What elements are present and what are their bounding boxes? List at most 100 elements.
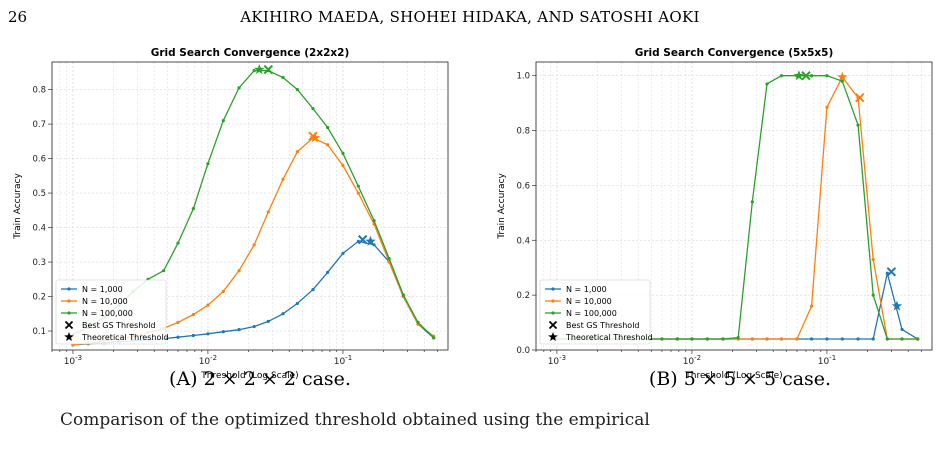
legend-star-symbol <box>64 332 74 341</box>
chart-title: Grid Search Convergence (2x2x2) <box>151 47 350 59</box>
caption-a: (A) 2 × 2 × 2 case. <box>60 368 460 390</box>
caption-b: (B) 5 × 5 × 5 case. <box>540 368 940 390</box>
y-tick-label: 1.0 <box>516 72 530 82</box>
legend-entry: N = 10,000 <box>82 297 128 306</box>
caption-a-text: 2 × 2 × 2 case. <box>203 368 351 390</box>
data-point <box>810 74 814 78</box>
data-point <box>281 312 285 316</box>
y-axis-label: Train Accuracy <box>497 173 507 240</box>
data-point <box>900 327 904 332</box>
legend-entry: Theoretical Threshold <box>565 333 653 342</box>
data-point <box>750 337 754 341</box>
data-point <box>660 337 664 341</box>
data-point <box>311 106 315 111</box>
legend-entry: Best GS Threshold <box>82 321 156 330</box>
data-point <box>191 312 195 317</box>
y-tick-label: 0.8 <box>516 127 530 137</box>
legend-entry: Theoretical Threshold <box>81 333 169 342</box>
x-axis-label: Threshold (Log Scale) <box>684 371 782 381</box>
data-point <box>311 288 315 292</box>
data-point <box>356 184 360 188</box>
data-point <box>721 337 725 341</box>
data-point <box>856 337 860 341</box>
x-tick-label: 10-3 <box>64 354 82 367</box>
chart-2: 0.0 0.2 0.4 0.6 0.8 1.0 10-3 10-2 10-1 Grid Searc… <box>497 47 933 381</box>
page-number: 26 <box>8 8 28 26</box>
theoretical-marker <box>254 64 265 74</box>
y-tick-label: 0.5 <box>32 189 46 199</box>
best-gs-marker <box>855 92 865 103</box>
data-point <box>779 74 784 78</box>
theoretical-marker <box>891 300 903 311</box>
legend-swatch-dot <box>551 287 555 291</box>
data-point <box>356 191 360 195</box>
data-point <box>176 241 180 245</box>
data-point <box>326 125 330 130</box>
data-point <box>221 289 225 293</box>
x-tick-label: 10-2 <box>199 354 217 367</box>
data-point <box>341 251 345 256</box>
y-tick-label: 0.4 <box>32 224 46 234</box>
theoretical-marker <box>309 132 321 143</box>
data-point <box>810 304 814 308</box>
data-point <box>281 177 285 181</box>
data-point <box>266 319 270 323</box>
data-point <box>252 243 256 247</box>
data-point <box>237 328 241 332</box>
best-gs-marker <box>263 64 274 75</box>
data-point <box>871 257 875 262</box>
data-point <box>825 74 829 78</box>
legend-box <box>55 279 167 345</box>
data-point <box>295 150 300 154</box>
data-point <box>237 269 241 273</box>
data-point <box>295 301 300 306</box>
y-tick-label: 0.1 <box>32 327 46 337</box>
data-point <box>295 87 300 92</box>
legend-entry: N = 100,000 <box>82 309 133 318</box>
data-point <box>779 337 784 341</box>
legend-star-symbol <box>548 332 558 341</box>
data-point <box>825 105 829 109</box>
y-tick-label: 0.6 <box>32 155 46 165</box>
chart-title: Grid Search Convergence (5x5x5) <box>635 47 834 59</box>
caption-b-label: (B) <box>648 368 678 390</box>
chart-1: 0.1 0.2 0.3 0.4 0.5 0.6 0.7 0.8 10-3 10-2 10-1 Grid… <box>13 47 449 381</box>
data-point <box>266 210 270 214</box>
data-point <box>221 330 225 334</box>
y-tick-label: 0.2 <box>516 291 530 301</box>
data-point <box>341 163 345 168</box>
data-point <box>252 69 256 73</box>
y-tick-label: 0.7 <box>32 120 46 130</box>
y-tick-label: 0.2 <box>32 293 46 303</box>
data-point <box>221 119 225 123</box>
data-point <box>281 75 285 80</box>
x-tick-label: 10-2 <box>683 354 701 367</box>
data-point <box>326 270 330 274</box>
data-point <box>736 336 740 340</box>
best-gs-marker <box>357 234 368 245</box>
data-point <box>825 337 829 341</box>
data-point <box>416 320 420 325</box>
data-point <box>176 335 180 339</box>
data-point <box>765 82 769 86</box>
data-point <box>162 269 166 273</box>
data-point <box>885 337 889 341</box>
legend-x-symbol <box>64 320 74 330</box>
data-point <box>871 293 875 297</box>
data-point <box>750 200 754 204</box>
x-tick-label: 10-3 <box>548 354 566 367</box>
legend-entry: N = 1,000 <box>566 285 607 294</box>
best-gs-marker <box>801 71 811 81</box>
theoretical-marker <box>365 235 376 246</box>
legend-swatch-dot <box>551 311 555 315</box>
caption-b-text: 5 × 5 × 5 case. <box>683 368 832 390</box>
y-tick-label: 0.4 <box>516 236 530 246</box>
data-point <box>387 256 391 261</box>
data-point <box>871 337 875 341</box>
legend: N = 1,000 N = 10,000 N = 100,000 Best GS Th… <box>539 279 653 345</box>
data-point <box>795 337 799 341</box>
y-tick-label: 0.6 <box>516 181 530 191</box>
data-point <box>237 86 241 90</box>
data-point <box>326 143 330 147</box>
